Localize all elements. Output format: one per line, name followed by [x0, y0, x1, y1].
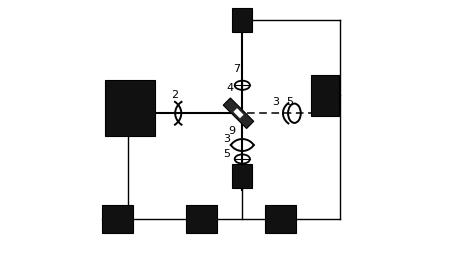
Bar	[265, 205, 296, 233]
Text: 5: 5	[286, 97, 293, 107]
Text: 4: 4	[226, 83, 233, 93]
Bar	[232, 8, 252, 32]
Text: 7: 7	[233, 64, 240, 74]
Text: 3: 3	[223, 134, 230, 144]
Text: 9: 9	[228, 126, 235, 136]
Bar	[186, 205, 217, 233]
Bar	[232, 164, 252, 188]
Text: 5: 5	[223, 149, 230, 159]
Polygon shape	[223, 98, 254, 128]
Text: 2: 2	[171, 90, 178, 100]
Bar	[102, 205, 133, 233]
Polygon shape	[233, 108, 243, 118]
Bar	[311, 75, 339, 116]
Bar	[105, 80, 154, 136]
Text: 3: 3	[272, 97, 279, 107]
